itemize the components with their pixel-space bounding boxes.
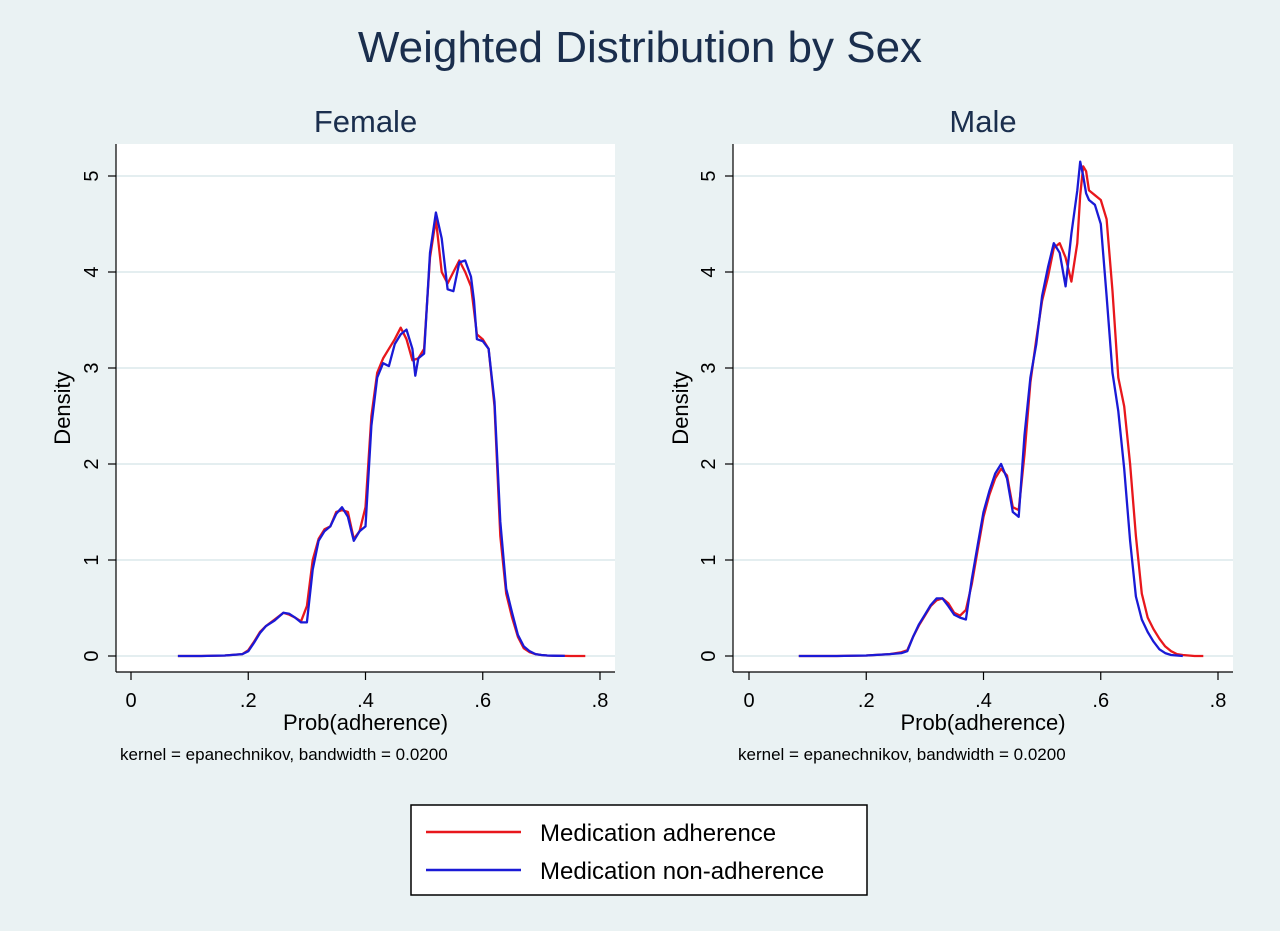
panel-female: 0 1 2 3 4 5 0 .2 .4 .6 .8 Female Prob(adherence) Dens…: [50, 104, 615, 764]
x-axis-label: Prob(adherence): [283, 710, 448, 735]
x-tick-label: .8: [592, 690, 609, 712]
y-tick-label: 0: [81, 650, 103, 661]
x-tick-label: .2: [858, 690, 875, 712]
series-line-non-adherence: [798, 160, 1183, 658]
plot-area: [733, 144, 1233, 672]
panel-title: Male: [949, 104, 1016, 139]
x-tick-label: .6: [1092, 690, 1109, 712]
x-tick-label: .8: [1210, 690, 1227, 712]
y-tick-label: 2: [698, 458, 720, 469]
x-axis-label: Prob(adherence): [900, 710, 1065, 735]
x-tick-label: .4: [357, 690, 374, 712]
x-tick-label: 0: [125, 690, 136, 712]
legend-label-adherence: Medication adherence: [540, 820, 776, 847]
x-tick-label: .2: [240, 690, 257, 712]
chart-panels: 0 1 2 3 4 5 0 .2 .4 .6 .8 Female Prob(adherence) Dens…: [50, 104, 1233, 764]
y-tick-label: 1: [81, 554, 103, 565]
y-axis-label: Density: [668, 371, 693, 444]
y-tick-label: 0: [698, 650, 720, 661]
y-tick-label: 1: [698, 554, 720, 565]
series-line-non-adherence: [177, 211, 565, 658]
legend-box: [410, 804, 868, 896]
figure-title: Weighted Distribution by Sex: [358, 23, 922, 72]
panel-male: 0 1 2 3 4 5 0 .2 .4 .6 .8 Male Prob(adherence) Densit…: [668, 104, 1233, 764]
kernel-note: kernel = epanechnikov, bandwidth = 0.020…: [120, 745, 448, 764]
y-tick-label: 4: [698, 266, 720, 277]
y-tick-label: 5: [81, 170, 103, 181]
x-tick-label: 0: [743, 690, 754, 712]
x-tick-label: .4: [975, 690, 992, 712]
panel-title: Female: [314, 104, 417, 139]
y-tick-label: 3: [698, 362, 720, 373]
plot-area: [116, 144, 615, 672]
y-tick-label: 4: [81, 266, 103, 277]
kernel-note: kernel = epanechnikov, bandwidth = 0.020…: [738, 745, 1066, 764]
x-tick-label: .6: [474, 690, 491, 712]
y-axis-label: Density: [50, 371, 75, 444]
y-tick-label: 5: [698, 170, 720, 181]
y-tick-label: 3: [81, 362, 103, 373]
y-tick-label: 2: [81, 458, 103, 469]
legend-label-non-adherence: Medication non-adherence: [540, 858, 824, 885]
legend: Medication adherence Medication non-adhe…: [410, 804, 868, 896]
